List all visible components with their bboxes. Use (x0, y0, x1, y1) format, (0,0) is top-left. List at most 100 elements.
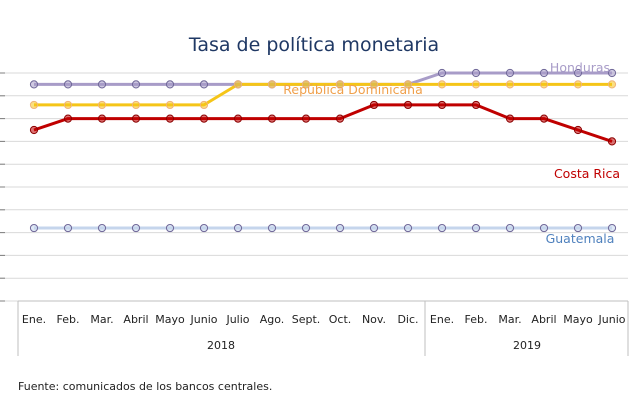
gridlines (0, 72, 628, 302)
x-tick-label: Ene. (22, 313, 46, 326)
data-point (301, 114, 311, 123)
data-point (437, 68, 447, 78)
x-tick-label: Mayo (155, 313, 185, 326)
data-point (471, 68, 481, 78)
data-point (539, 114, 549, 123)
data-point (369, 223, 379, 233)
x-tick-label: Junio (598, 313, 626, 326)
series-lines (33, 71, 613, 230)
data-point (335, 114, 345, 123)
data-point (63, 223, 73, 233)
data-point (403, 223, 413, 233)
data-point (471, 100, 481, 110)
x-tick-labels: Ene. Feb. Mar. Abril Mayo Junio Julio Ago. Sept.… (22, 313, 626, 326)
data-point (29, 223, 39, 233)
data-point (233, 114, 243, 123)
data-point (267, 80, 277, 89)
series-label-costa-rica: Costa Rica (554, 166, 620, 181)
data-point (199, 114, 209, 123)
data-point (573, 125, 583, 135)
data-point (471, 223, 481, 233)
x-tick-label: Ene. (430, 313, 454, 326)
data-point (301, 223, 311, 233)
data-point (539, 68, 549, 78)
x-tick-label: Oct. (329, 313, 352, 326)
data-point (131, 80, 141, 89)
x-tick-label: Sept. (292, 313, 321, 326)
data-point (165, 80, 175, 89)
data-point (233, 80, 243, 89)
data-point (505, 223, 515, 233)
data-point (505, 114, 515, 123)
x-tick-label: Abril (531, 313, 556, 326)
data-point (539, 223, 549, 233)
data-point (97, 223, 107, 233)
x-tick-label: Feb. (465, 313, 488, 326)
x-tick-label: Julio (225, 313, 249, 326)
data-point (607, 223, 617, 233)
data-point (165, 100, 175, 110)
series-label-guatemala: Guatemala (546, 231, 615, 246)
data-point (539, 80, 549, 89)
data-point (437, 223, 447, 233)
data-point (29, 100, 39, 110)
data-point (131, 100, 141, 110)
x-tick-label: Mar. (498, 313, 521, 326)
series-labels: Honduras República Dominicana Costa Rica Gu… (283, 60, 620, 246)
data-point (607, 137, 617, 146)
year-label: 2019 (513, 339, 541, 352)
x-tick-label: Dic. (397, 313, 418, 326)
data-point (97, 114, 107, 123)
data-point (97, 100, 107, 110)
x-tick-label: Junio (190, 313, 218, 326)
year-label: 2018 (207, 339, 235, 352)
data-point (301, 80, 311, 89)
data-point (607, 68, 617, 78)
data-point (267, 223, 277, 233)
data-point (267, 114, 277, 123)
data-point (505, 80, 515, 89)
data-point (437, 80, 447, 89)
data-point (573, 68, 583, 78)
data-point (607, 80, 617, 89)
data-point (335, 223, 345, 233)
series-points (29, 68, 617, 233)
series-label-honduras: Honduras (550, 60, 610, 75)
series-line-republica-dominicana (34, 82, 612, 107)
x-tick-label: Mar. (90, 313, 113, 326)
data-point (233, 223, 243, 233)
data-point (63, 114, 73, 123)
axes: 2018 2019 (17, 300, 629, 356)
data-point (335, 80, 345, 89)
x-tick-label: Feb. (57, 313, 80, 326)
series-label-republica-dominicana: República Dominicana (283, 82, 423, 97)
data-point (369, 80, 379, 89)
data-point (97, 80, 107, 89)
x-tick-label: Ago. (260, 313, 285, 326)
data-point (199, 100, 209, 110)
data-point (29, 125, 39, 135)
data-point (403, 80, 413, 89)
data-point (505, 68, 515, 78)
data-point (165, 114, 175, 123)
x-tick-label: Abril (123, 313, 148, 326)
data-point (437, 100, 447, 110)
data-point (369, 100, 379, 110)
data-point (29, 80, 39, 89)
data-point (63, 80, 73, 89)
data-point (403, 100, 413, 110)
data-point (165, 223, 175, 233)
chart-title: Tasa de política monetaria (188, 34, 439, 56)
series-line-costa-rica (33, 103, 613, 143)
data-point (471, 80, 481, 89)
x-tick-label: Nov. (362, 313, 386, 326)
data-point (63, 100, 73, 110)
data-point (131, 223, 141, 233)
data-point (199, 80, 209, 89)
data-point (573, 223, 583, 233)
x-tick-label: Mayo (563, 313, 593, 326)
source-note: Fuente: comunicados de los bancos centra… (18, 380, 273, 393)
data-point (199, 223, 209, 233)
data-point (131, 114, 141, 123)
